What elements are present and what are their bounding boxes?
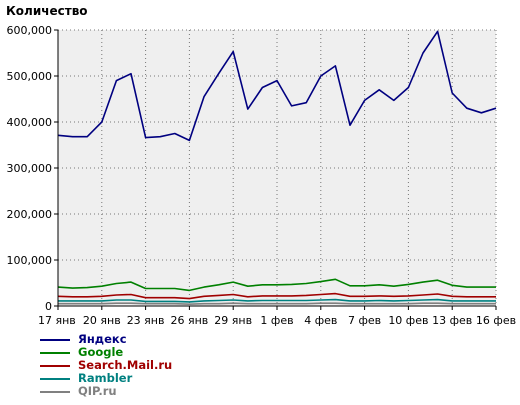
y-tick-label: 600,000 [7, 24, 53, 37]
x-tick-label: 4 фев [304, 314, 337, 327]
legend-swatch [40, 338, 70, 341]
legend-item: Яндекс [40, 333, 172, 346]
x-tick-label: 1 фев [260, 314, 293, 327]
series-line [57, 292, 496, 300]
x-tick-label: 26 янв [171, 314, 209, 327]
x-tick-label: 16 фев [476, 314, 516, 327]
legend-item: Google [40, 346, 172, 359]
x-tick-label: 7 фев [348, 314, 381, 327]
legend-item: Search.Mail.ru [40, 359, 172, 372]
legend-label: QIP.ru [78, 384, 117, 398]
x-tick-label: 10 фев [388, 314, 428, 327]
legend-label: Search.Mail.ru [78, 358, 173, 372]
y-tick-label: 500,000 [7, 70, 53, 83]
legend-label: Яндекс [78, 332, 127, 346]
x-tick-label: 13 фев [432, 314, 472, 327]
legend-item: Rambler [40, 372, 172, 385]
legend-label: Google [78, 345, 124, 359]
x-tick-label: 29 янв [214, 314, 252, 327]
series-line [57, 30, 497, 142]
x-axis-ticks: 17 янв 20 янв 23 янв 26 янв 29 янв 1 фев 4 фев… [38, 306, 516, 327]
chart-title: Количество [6, 4, 88, 18]
series-lines [57, 30, 497, 306]
y-axis-ticks: 0 100,000 200,000 300,000 400,000 500,000 600,… [7, 24, 58, 313]
legend-swatch [40, 390, 70, 393]
legend-swatch [40, 351, 70, 354]
y-tick-label: 100,000 [7, 254, 53, 267]
y-tick-label: 400,000 [7, 116, 53, 129]
legend-label: Rambler [78, 371, 133, 385]
series-line [58, 298, 496, 303]
y-tick-label: 0 [45, 300, 52, 313]
legend: Яндекс Google Search.Mail.ru Rambler QIP.ru [40, 333, 172, 398]
legend-swatch [40, 364, 70, 367]
series-line [58, 302, 496, 306]
y-tick-label: 200,000 [7, 208, 53, 221]
x-tick-label: 23 янв [127, 314, 165, 327]
legend-item: QIP.ru [40, 385, 172, 398]
x-tick-label: 20 янв [83, 314, 121, 327]
x-tick-label: 17 янв [38, 314, 76, 327]
y-tick-label: 300,000 [7, 162, 53, 175]
series-line [57, 278, 496, 292]
legend-swatch [40, 377, 70, 380]
